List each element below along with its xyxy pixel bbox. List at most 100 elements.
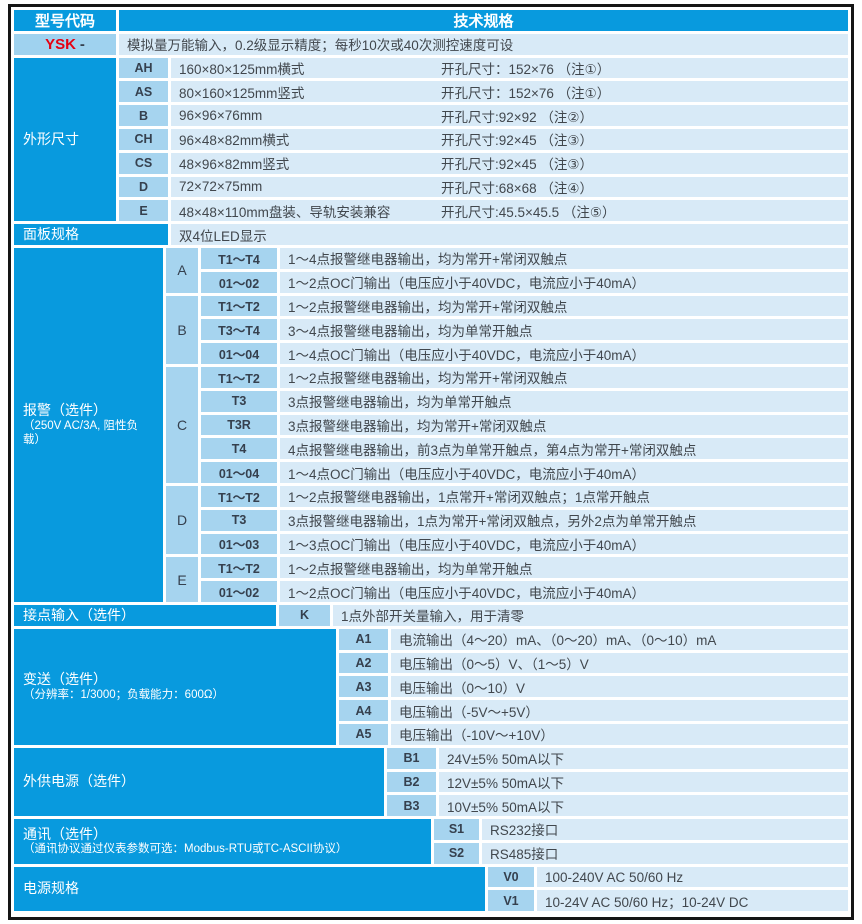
model-code-suffix: -: [79, 35, 85, 53]
code-cell: T3: [201, 390, 277, 412]
alarm-label-title: 报警（选件）: [23, 402, 107, 419]
alarm-section: 报警（选件） （250V AC/3A, 阻性负载） A T1～T4 1～4点报警…: [14, 247, 848, 602]
aux-power-label: 外供电源（选件）: [14, 747, 384, 817]
hole-size-text: 开孔尺寸:92×92 （注②）: [441, 109, 594, 125]
group-letter-cell: A: [166, 247, 198, 293]
model-code-text: YSK: [45, 35, 76, 53]
hole-size-text: 开孔尺寸:68×68 （注④）: [441, 180, 594, 196]
table-row: A5 电压输出（-10V～+10V）: [339, 723, 848, 745]
model-desc-cell: 模拟量万能输入，0.2级显示精度；每秒10次或40次测控速度可设: [119, 33, 848, 55]
table-row: A1 电流输出（4～20）mA、（0～20）mA、（0～10）mA: [339, 628, 848, 650]
table-row: S1 RS232接口: [434, 819, 848, 840]
dim-text: 160×80×125mm横式: [179, 61, 305, 77]
code-cell: B1: [387, 747, 436, 769]
table-row: T3R 3点报警继电器输出，均为常开+常闭双触点: [201, 414, 848, 436]
hole-size-text: 开孔尺寸:92×45 （注③）: [441, 133, 594, 149]
table-row: T1～T2 1～2点报警继电器输出，均为常开+常闭双触点: [201, 295, 848, 317]
table-row: T1～T2 1～2点报警继电器输出，均为单常开触点: [201, 557, 848, 579]
desc-cell: 3～4点报警继电器输出，均为单常开触点: [280, 319, 848, 341]
desc-cell: 4点报警继电器输出，前3点为单常开触点，第4点为常开+常闭双触点: [280, 438, 848, 460]
power-spec-section: 电源规格 V0 100-240V AC 50/60 Hz V1 10-24V A…: [14, 866, 848, 912]
table-row: A4 电压输出（-5V～+5V）: [339, 700, 848, 721]
desc-cell: 电压输出（0～10）V: [391, 676, 848, 698]
comm-section: 通讯（选件） （通讯协议通过仪表参数可选：Modbus-RTU或TC-ASCII…: [14, 819, 848, 864]
table-row: AH 160×80×125mm横式 开孔尺寸：152×76 （注①）: [119, 57, 848, 79]
dim-text: 48×48×110mm盘装、导轨安装兼容: [179, 204, 391, 220]
code-cell: T1～T2: [201, 295, 277, 317]
desc-cell: RS485接口: [482, 842, 848, 864]
desc-cell: 96×96×76mm 开孔尺寸:92×92 （注②）: [171, 105, 848, 126]
table-row: CH 96×48×82mm横式 开孔尺寸:92×45 （注③）: [119, 128, 848, 150]
code-cell: A5: [339, 723, 388, 745]
table-row: 01～04 1～4点OC门输出（电压应小于40VDC，电流应小于40mA）: [201, 462, 848, 483]
desc-cell: 80×160×125mm竖式 开孔尺寸：152×76 （注①）: [171, 81, 848, 103]
code-cell: D: [119, 176, 168, 198]
hole-size-text: 开孔尺寸:45.5×45.5 （注⑤）: [441, 204, 616, 220]
table-row: T1～T4 1～4点报警继电器输出，均为常开+常闭双触点: [201, 247, 848, 269]
contact-label: 接点输入（选件）: [14, 604, 276, 626]
table-row: B3 10V±5% 50mA以下: [387, 795, 848, 817]
model-spec-table: 型号代码 技术规格 YSK - 模拟量万能输入，0.2级显示精度；每秒10次或4…: [14, 10, 848, 912]
table-row: S2 RS485接口: [434, 842, 848, 864]
code-cell: 01～02: [201, 271, 277, 293]
desc-cell: 电压输出（0～5）V、（1～5）V: [391, 652, 848, 674]
model-code-cell: YSK -: [14, 33, 116, 55]
code-cell: T4: [201, 438, 277, 460]
table-row: T1～T2 1～2点报警继电器输出，均为常开+常闭双触点: [201, 366, 848, 388]
aux-power-section: 外供电源（选件） B1 24V±5% 50mA以下 B2 12V±5% 50mA…: [14, 747, 848, 817]
alarm-group-a: A T1～T4 1～4点报警继电器输出，均为常开+常闭双触点 01～02 1～2…: [166, 247, 848, 293]
code-cell: B2: [387, 771, 436, 793]
table-row: A3 电压输出（0～10）V: [339, 676, 848, 698]
desc-cell: 10V±5% 50mA以下: [439, 795, 848, 817]
panel-label: 面板规格: [14, 224, 168, 245]
code-cell: E: [119, 200, 168, 222]
table-row: 01～02 1～2点OC门输出（电压应小于40VDC，电流应小于40mA）: [201, 581, 848, 602]
code-cell: CH: [119, 128, 168, 150]
group-letter-cell: D: [166, 485, 198, 555]
desc-cell: 160×80×125mm横式 开孔尺寸：152×76 （注①）: [171, 57, 848, 79]
code-cell: B: [119, 105, 168, 126]
desc-cell: 1～2点报警继电器输出，1点常开+常闭双触点；1点常开触点: [280, 485, 848, 507]
desc-cell: 1点外部开关量输入，用于清零: [333, 604, 848, 626]
table-row: 01～04 1～4点OC门输出（电压应小于40VDC，电流应小于40mA）: [201, 343, 848, 364]
comm-label-title: 通讯（选件）: [23, 825, 107, 842]
spec-table-frame: 型号代码 技术规格 YSK - 模拟量万能输入，0.2级显示精度；每秒10次或4…: [8, 4, 854, 920]
dimensions-label: 外形尺寸: [14, 57, 116, 222]
desc-cell: 1～3点OC门输出（电压应小于40VDC，电流应小于40mA）: [280, 533, 848, 555]
desc-cell: 1～4点OC门输出（电压应小于40VDC，电流应小于40mA）: [280, 343, 848, 364]
contact-input-row: 接点输入（选件） K 1点外部开关量输入，用于清零: [14, 604, 848, 626]
dim-text: 96×96×76mm: [179, 108, 263, 124]
code-cell: T1～T2: [201, 366, 277, 388]
desc-cell: 3点报警继电器输出，1点为常开+常闭双触点，另外2点为单常开触点: [280, 509, 848, 531]
table-row: T3～T4 3～4点报警继电器输出，均为单常开触点: [201, 319, 848, 341]
power-spec-label: 电源规格: [14, 866, 485, 912]
dim-text: 48×96×82mm竖式: [179, 157, 290, 173]
table-row: B 96×96×76mm 开孔尺寸:92×92 （注②）: [119, 105, 848, 126]
code-cell: A1: [339, 628, 388, 650]
code-cell: 01～02: [201, 581, 277, 602]
code-cell: T1～T2: [201, 557, 277, 579]
code-cell: 01～04: [201, 343, 277, 364]
group-letter-cell: B: [166, 295, 198, 364]
code-cell: B3: [387, 795, 436, 817]
table-row: T3 3点报警继电器输出，均为单常开触点: [201, 390, 848, 412]
code-cell: V0: [488, 866, 534, 888]
table-row: V1 10-24V AC 50/60 Hz；10-24V DC: [488, 890, 848, 912]
model-row: YSK - 模拟量万能输入，0.2级显示精度；每秒10次或40次测控速度可设: [14, 33, 848, 55]
dimensions-section: 外形尺寸 AH 160×80×125mm横式 开孔尺寸：152×76 （注①） …: [14, 57, 848, 222]
hole-size-text: 开孔尺寸：152×76 （注①）: [441, 61, 611, 77]
alarm-group-c: C T1～T2 1～2点报警继电器输出，均为常开+常闭双触点 T3 3点报警继电…: [166, 366, 848, 483]
alarm-label: 报警（选件） （250V AC/3A, 阻性负载）: [14, 247, 163, 602]
group-letter-cell: E: [166, 557, 198, 602]
code-cell: T1～T4: [201, 247, 277, 269]
code-cell: V1: [488, 890, 534, 912]
table-row: B2 12V±5% 50mA以下: [387, 771, 848, 793]
table-row: AS 80×160×125mm竖式 开孔尺寸：152×76 （注①）: [119, 81, 848, 103]
header-tech-spec: 技术规格: [119, 10, 848, 31]
table-row: T3 3点报警继电器输出，1点为常开+常闭双触点，另外2点为单常开触点: [201, 509, 848, 531]
dim-text: 80×160×125mm竖式: [179, 85, 305, 101]
desc-cell: 电压输出（-5V～+5V）: [391, 700, 848, 721]
dim-text: 96×48×82mm横式: [179, 133, 290, 149]
alarm-label-sub: （250V AC/3A, 阻性负载）: [23, 419, 139, 446]
desc-cell: 72×72×75mm 开孔尺寸:68×68 （注④）: [171, 176, 848, 198]
